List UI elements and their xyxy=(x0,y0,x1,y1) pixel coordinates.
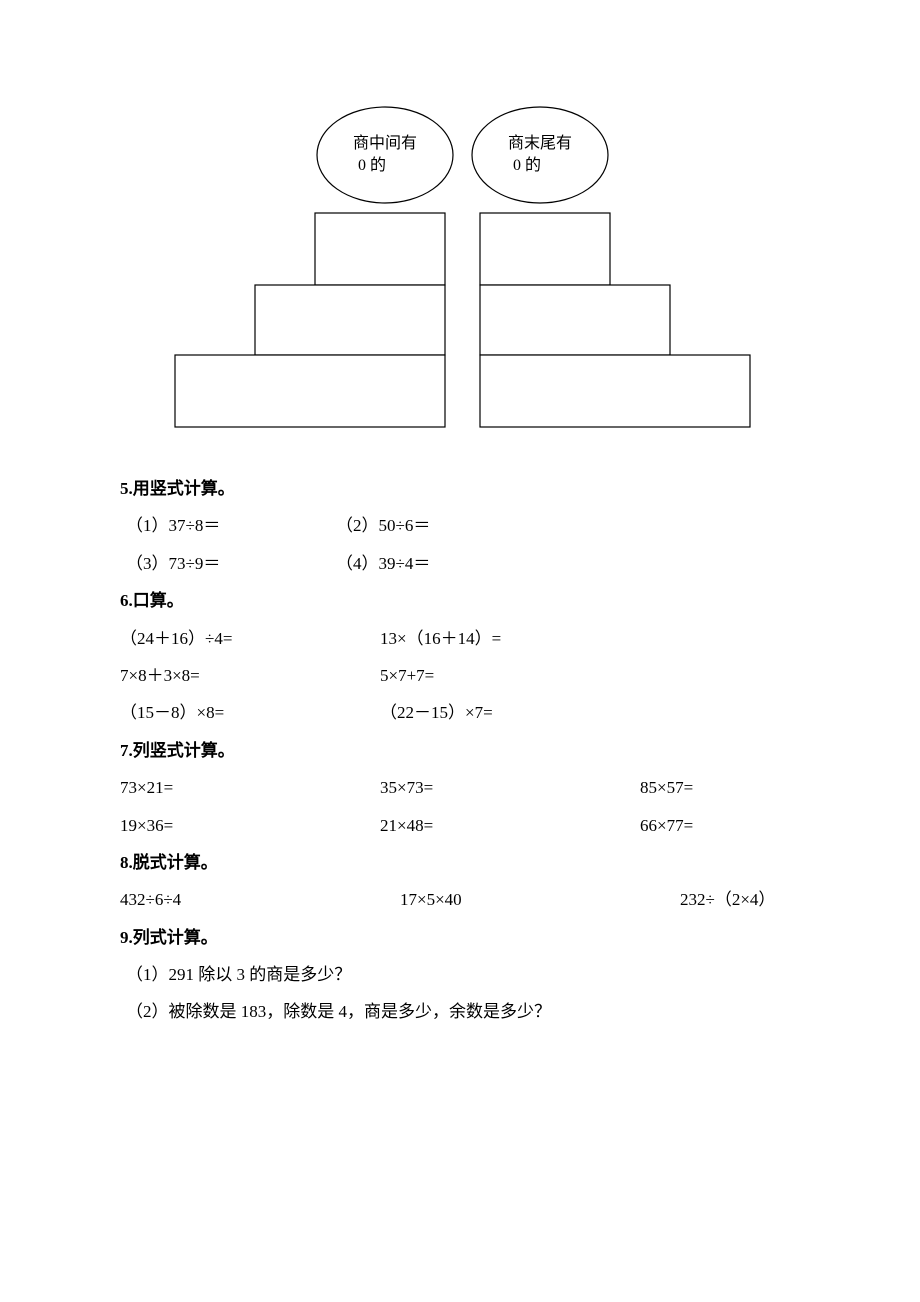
pyramid-diagram: 商中间有 0 的 商末尾有 0 的 xyxy=(120,0,800,470)
q8-c3: 232÷（2×4） xyxy=(680,881,775,918)
q5: 5.用竖式计算。 （1）37÷8＝ （2）50÷6＝ （3）73÷9＝ （4）3… xyxy=(120,470,800,582)
q7-r1c1: 73×21= xyxy=(120,769,380,806)
q9: 9.列式计算。 （1）291 除以 3 的商是多少？ （2）被除数是 183，除… xyxy=(120,919,800,1031)
q5-item-2: （2）50÷6＝ xyxy=(336,507,546,544)
left-box-3 xyxy=(175,355,445,427)
right-box-2 xyxy=(480,285,670,355)
q6-r3c2: （22－15）×7= xyxy=(380,694,640,731)
q7-r2c2: 21×48= xyxy=(380,807,640,844)
right-box-1 xyxy=(480,213,610,285)
diagram-svg: 商中间有 0 的 商末尾有 0 的 xyxy=(140,100,780,440)
q7-r1c3: 85×57= xyxy=(640,769,693,806)
q6-r3c1: （15－8）×8= xyxy=(120,694,380,731)
q9-item-2: （2）被除数是 183，除数是 4，商是多少，余数是多少？ xyxy=(120,993,800,1030)
q8-c2: 17×5×40 xyxy=(400,881,680,918)
q7-r1c2: 35×73= xyxy=(380,769,640,806)
q9-number: 9. xyxy=(120,928,133,947)
q8-number: 8. xyxy=(120,853,133,872)
q5-item-3: （3）73÷9＝ xyxy=(126,545,336,582)
q8-heading: 8.脱式计算。 xyxy=(120,844,800,881)
q7-heading: 7.列竖式计算。 xyxy=(120,732,800,769)
q7-r2c3: 66×77= xyxy=(640,807,693,844)
q6-title: 口算。 xyxy=(133,591,184,610)
q7-title: 列竖式计算。 xyxy=(133,741,235,760)
q9-heading: 9.列式计算。 xyxy=(120,919,800,956)
q7-r2c1: 19×36= xyxy=(120,807,380,844)
right-box-3 xyxy=(480,355,750,427)
q6-r1c2: 13×（16＋14）= xyxy=(380,620,640,657)
q6-heading: 6.口算。 xyxy=(120,582,800,619)
q9-title: 列式计算。 xyxy=(133,928,218,947)
q9-item-1: （1）291 除以 3 的商是多少？ xyxy=(120,956,800,993)
q5-item-1: （1）37÷8＝ xyxy=(126,507,336,544)
q7: 7.列竖式计算。 73×21= 35×73= 85×57= 19×36= 21×… xyxy=(120,732,800,844)
q5-item-4: （4）39÷4＝ xyxy=(336,545,546,582)
q8-title: 脱式计算。 xyxy=(133,853,218,872)
ellipse-right xyxy=(472,107,608,203)
q5-number: 5. xyxy=(120,479,133,498)
q7-number: 7. xyxy=(120,741,133,760)
left-box-2 xyxy=(255,285,445,355)
left-box-1 xyxy=(315,213,445,285)
ellipse-right-line2: 0 的 xyxy=(513,156,541,174)
ellipse-left-line1: 商中间有 xyxy=(353,134,417,152)
q6-r2c2: 5×7+7= xyxy=(380,657,640,694)
q6-r2c1: 7×8＋3×8= xyxy=(120,657,380,694)
ellipse-left xyxy=(317,107,453,203)
q6-r1c1: （24＋16）÷4= xyxy=(120,620,380,657)
q5-heading: 5.用竖式计算。 xyxy=(120,470,800,507)
q8-c1: 432÷6÷4 xyxy=(120,881,400,918)
ellipse-left-line2: 0 的 xyxy=(358,156,386,174)
q6: 6.口算。 （24＋16）÷4= 13×（16＋14）= 7×8＋3×8= 5×… xyxy=(120,582,800,732)
q5-title: 用竖式计算。 xyxy=(133,479,235,498)
q8: 8.脱式计算。 432÷6÷4 17×5×40 232÷（2×4） xyxy=(120,844,800,919)
ellipse-right-line1: 商末尾有 xyxy=(508,134,572,152)
q6-number: 6. xyxy=(120,591,133,610)
